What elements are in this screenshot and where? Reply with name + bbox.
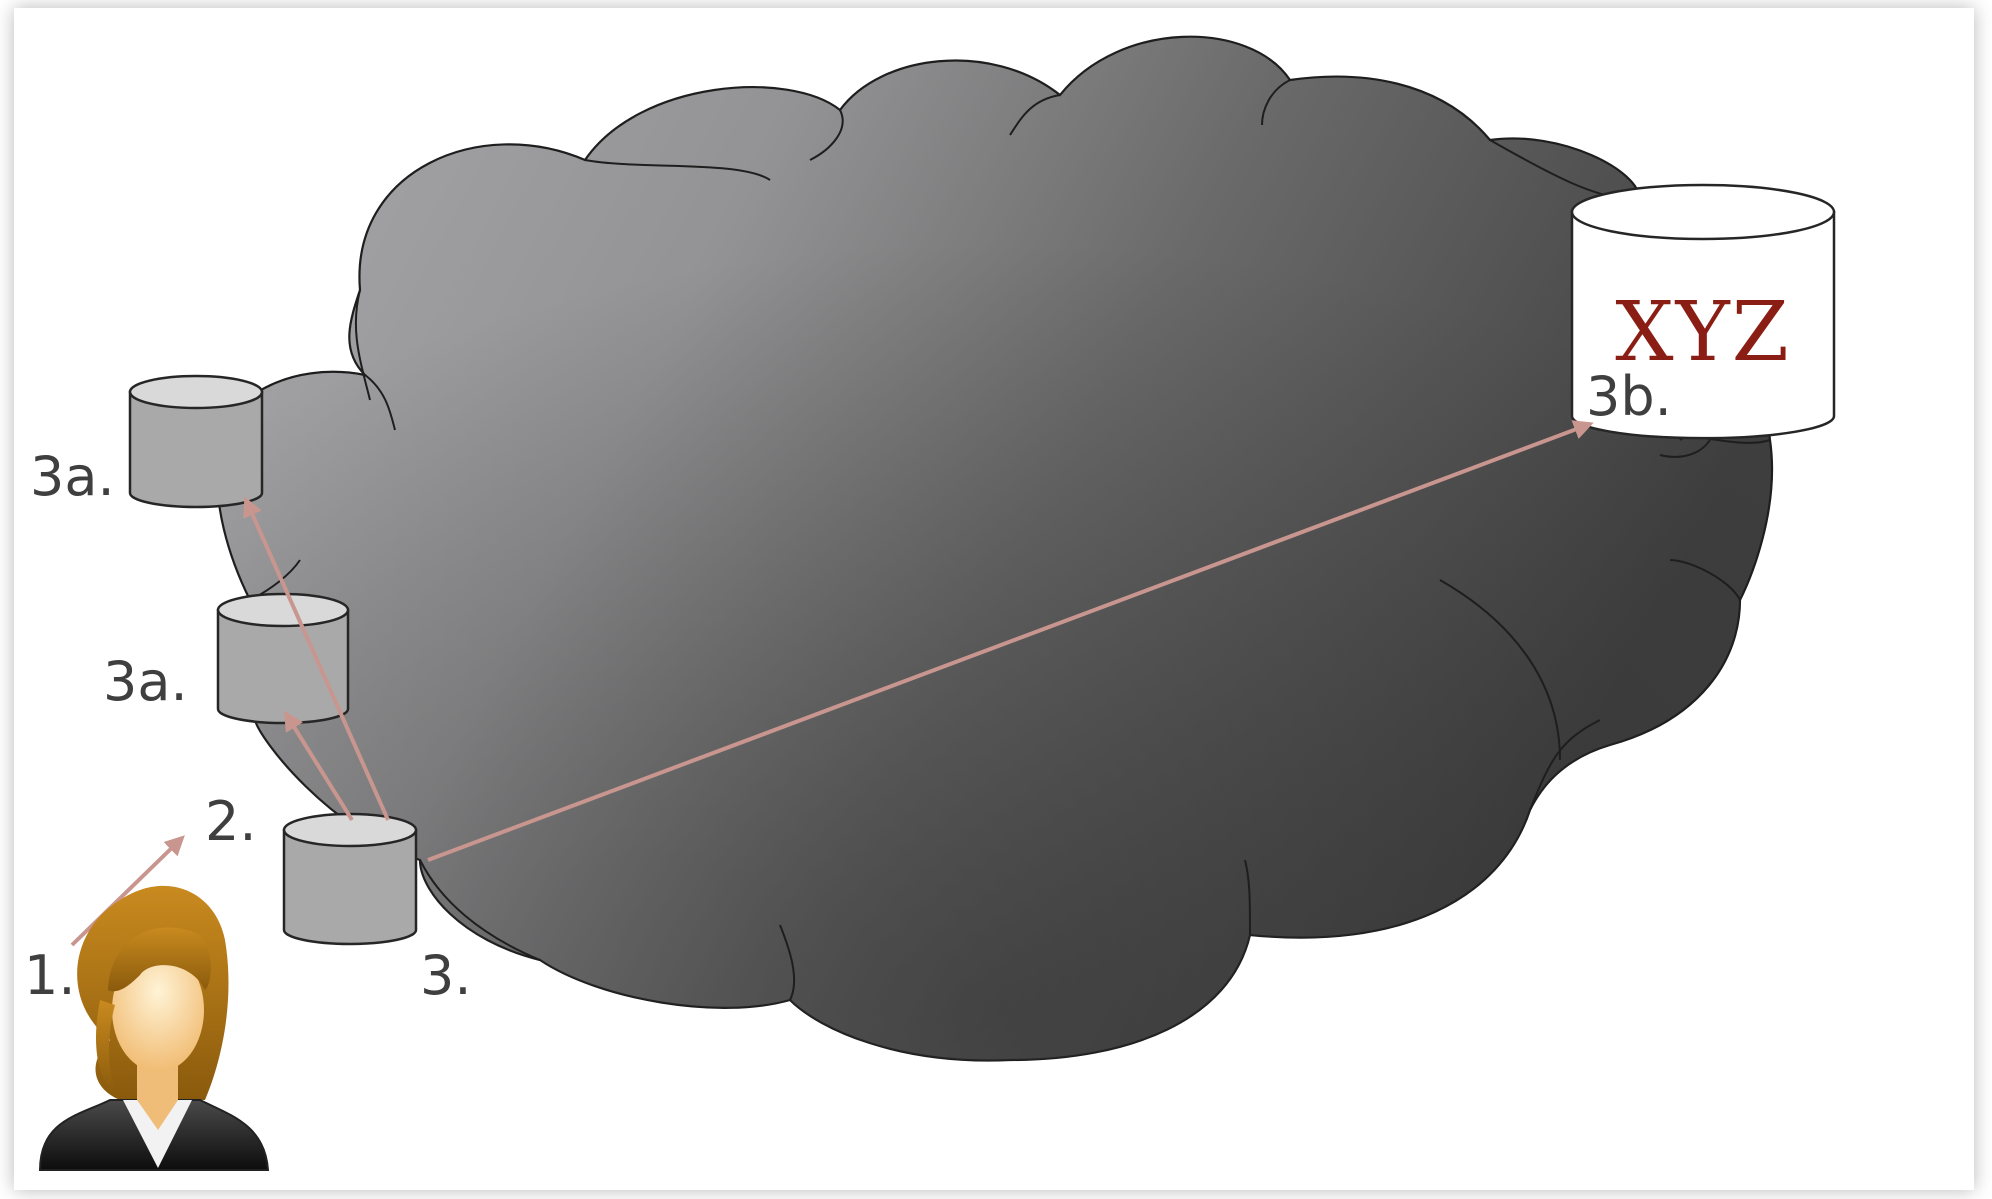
database-cylinder-icon bbox=[1570, 183, 1836, 440]
flow-arrows bbox=[70, 420, 1594, 947]
database-3a-upper bbox=[128, 374, 264, 509]
arrow-3-to-3b bbox=[427, 420, 1594, 862]
cloud-icon bbox=[216, 35, 1774, 1062]
label-step-1: 1. bbox=[24, 944, 76, 1007]
label-step-2: 2. bbox=[205, 790, 257, 853]
arrow-3-to-3a-upper bbox=[243, 496, 390, 821]
user-avatar-icon bbox=[38, 885, 270, 1171]
label-step-3a-lower: 3a. bbox=[103, 650, 188, 713]
database-cylinder-icon bbox=[128, 374, 264, 509]
database-xyz: XYZ bbox=[1570, 183, 1836, 440]
database-cylinder-icon bbox=[216, 592, 350, 725]
label-step-3b: 3b. bbox=[1586, 365, 1672, 428]
database-3a-lower bbox=[216, 592, 350, 725]
database-cylinder-icon bbox=[282, 812, 418, 946]
user-avatar bbox=[38, 885, 270, 1171]
arrow-1-to-2 bbox=[70, 835, 185, 947]
label-step-3a-upper: 3a. bbox=[30, 445, 115, 508]
network-cloud bbox=[216, 35, 1774, 1062]
label-step-3: 3. bbox=[420, 944, 472, 1007]
database-3 bbox=[282, 812, 418, 946]
database-name-label: XYZ bbox=[1615, 285, 1791, 380]
arrow-3-to-3a-lower bbox=[283, 710, 354, 822]
